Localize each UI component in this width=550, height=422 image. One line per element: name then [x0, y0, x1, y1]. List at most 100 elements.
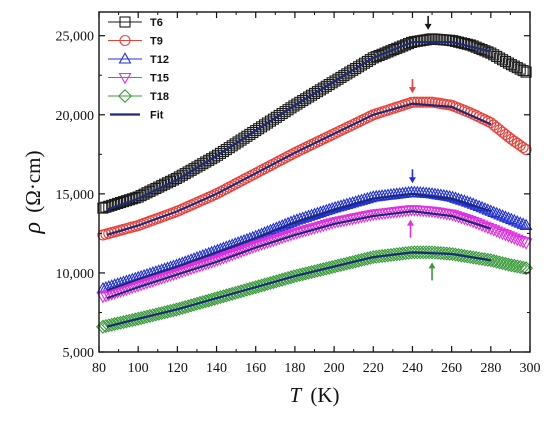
- y-axis-title: ρ (Ω·cm): [20, 150, 46, 234]
- data-point: [490, 226, 504, 238]
- data-point: [308, 207, 321, 219]
- legend-entry-T9: T9: [108, 34, 163, 48]
- data-point: [319, 203, 333, 216]
- data-point: [474, 251, 490, 266]
- data-point: [507, 258, 522, 273]
- data-point: [454, 248, 469, 263]
- x-axis-title: T (K): [289, 383, 339, 407]
- y-tick-label: 15,000: [56, 188, 95, 203]
- data-point: [469, 198, 483, 210]
- data-point: [376, 48, 388, 60]
- data-point: [113, 315, 128, 330]
- data-point: [493, 207, 507, 220]
- data-point: [391, 42, 403, 54]
- data-point: [519, 238, 533, 250]
- legend-label: Fit: [150, 110, 164, 122]
- data-point: [258, 119, 271, 131]
- fit-curve: [106, 40, 492, 211]
- data-point: [496, 209, 510, 221]
- legend-marker: [119, 34, 131, 47]
- data-point: [492, 255, 507, 270]
- data-point: [414, 96, 426, 108]
- data-point: [436, 246, 451, 261]
- fit-curve: [106, 210, 492, 300]
- x-tick-label: 240: [402, 361, 423, 376]
- data-point: [266, 222, 280, 234]
- data-point: [466, 250, 481, 265]
- data-point: [417, 96, 429, 108]
- data-point: [508, 60, 520, 72]
- data-point: [296, 211, 310, 223]
- data-point: [505, 133, 517, 145]
- data-point: [511, 137, 523, 149]
- data-point: [463, 249, 478, 264]
- data-point: [445, 247, 460, 262]
- legend-entry-T18: T18: [108, 88, 169, 104]
- y-tick-label: 20,000: [56, 109, 95, 124]
- data-point: [487, 225, 501, 237]
- data-point: [250, 125, 262, 137]
- data-point: [322, 202, 336, 215]
- data-point: [517, 65, 529, 77]
- legend-entry-fit: Fit: [110, 110, 164, 122]
- data-point: [287, 214, 301, 226]
- data-point: [267, 113, 279, 125]
- peak-arrow-head: [408, 87, 416, 94]
- data-point: [489, 254, 504, 269]
- data-point: [272, 220, 286, 232]
- data-point: [507, 233, 521, 246]
- data-point: [502, 131, 515, 143]
- data-point: [520, 66, 532, 78]
- x-tick-label: 100: [128, 361, 149, 376]
- data-point: [495, 256, 510, 271]
- data-point: [281, 216, 295, 229]
- data-point: [504, 232, 518, 244]
- data-point: [514, 63, 526, 75]
- data-point: [400, 39, 412, 51]
- x-axis-title-symbol: T: [289, 383, 302, 407]
- x-tick-label: 180: [284, 361, 305, 376]
- data-point: [256, 121, 268, 133]
- legend-entry-T15: T15: [108, 73, 169, 85]
- peak-arrow-head: [424, 23, 432, 30]
- data-point: [490, 206, 504, 219]
- data-point: [119, 314, 134, 329]
- legend-marker: [118, 72, 132, 85]
- data-point: [457, 248, 472, 264]
- data-point: [510, 215, 524, 227]
- fit-curve: [106, 102, 492, 237]
- legend-marker: [118, 52, 132, 64]
- data-point: [107, 317, 122, 332]
- data-point: [480, 252, 495, 267]
- data-point: [97, 202, 109, 214]
- data-point: [443, 189, 457, 202]
- data-point: [451, 248, 466, 263]
- data-point: [247, 126, 259, 139]
- legend-label: T9: [150, 36, 163, 48]
- data-point: [496, 228, 510, 241]
- data-point: [439, 246, 454, 261]
- peak-arrow-head: [428, 262, 436, 269]
- data-point: [460, 195, 474, 207]
- data-point: [499, 210, 512, 222]
- data-point: [220, 144, 232, 156]
- data-point: [397, 40, 409, 52]
- legend-marker: [117, 88, 133, 104]
- data-point: [516, 260, 531, 275]
- data-point: [452, 192, 465, 204]
- data-point: [516, 237, 530, 249]
- data-point: [501, 257, 516, 272]
- data-point: [502, 211, 515, 223]
- data-point: [430, 245, 445, 260]
- data-point: [293, 212, 307, 224]
- series-T18: [95, 245, 534, 334]
- x-tick-label: 280: [480, 361, 501, 376]
- data-point: [517, 141, 529, 154]
- x-tick-label: 120: [167, 361, 188, 376]
- fit-curve: [106, 251, 491, 328]
- data-point: [235, 134, 247, 146]
- peak-arrow-head: [408, 177, 416, 184]
- data-point: [110, 316, 125, 331]
- data-point: [425, 245, 440, 260]
